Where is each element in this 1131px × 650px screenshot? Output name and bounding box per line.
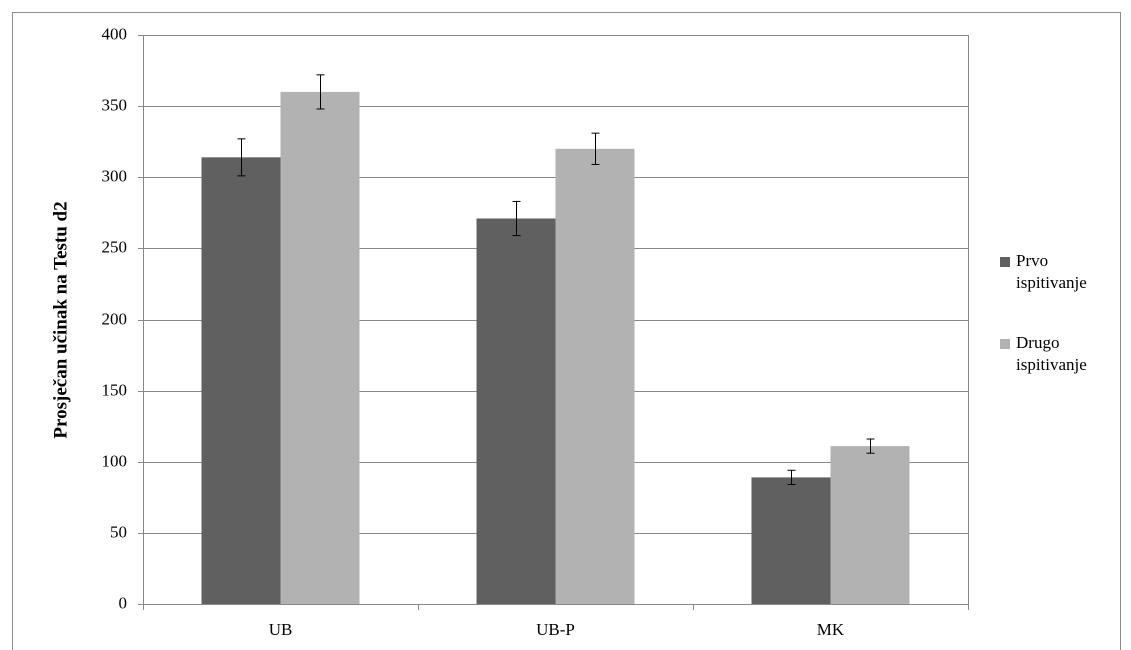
- bar: [751, 477, 831, 604]
- y-tick-label: 200: [102, 309, 128, 328]
- bar: [476, 218, 556, 604]
- x-tick-label: UB-P: [536, 620, 575, 639]
- bar: [280, 91, 360, 604]
- y-tick-label: 350: [102, 95, 128, 114]
- legend-label: Drugo ispitivanje: [1016, 333, 1087, 374]
- error-bar: [591, 132, 600, 165]
- legend-swatch: [1000, 339, 1010, 349]
- bar: [830, 446, 910, 604]
- y-axis-title: Prosječan učinak na Testu d2: [50, 201, 71, 438]
- y-tick-label: 150: [102, 380, 128, 399]
- y-tick-label: 50: [110, 522, 127, 541]
- chart-frame: [12, 12, 1121, 650]
- y-tick-label: 100: [102, 451, 128, 470]
- legend-swatch: [1000, 257, 1010, 267]
- y-tick-label: 250: [102, 237, 128, 256]
- error-bar: [512, 200, 521, 237]
- y-tick-label: 400: [102, 24, 128, 43]
- legend-label: Prvo ispitivanje: [1016, 251, 1087, 292]
- error-bar: [237, 138, 246, 177]
- y-tick-label: 0: [119, 593, 128, 612]
- error-bar: [866, 438, 875, 454]
- bar: [201, 157, 281, 604]
- bar: [555, 148, 635, 605]
- error-bar: [316, 74, 325, 110]
- x-tick-label: MK: [817, 620, 845, 639]
- y-tick-label: 300: [102, 166, 128, 185]
- error-bar: [787, 469, 796, 486]
- x-tick-label: UB: [269, 620, 293, 639]
